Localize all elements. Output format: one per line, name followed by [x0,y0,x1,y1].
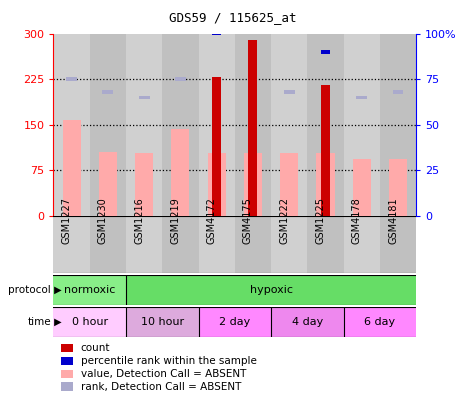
Text: GSM4178: GSM4178 [352,197,362,244]
Bar [126,275,416,305]
Bar [321,50,330,54]
Text: 0 hour: 0 hour [72,317,108,327]
Bar [99,152,117,216]
Bar [316,153,334,216]
Bar [171,129,189,216]
Bar [352,159,371,216]
Bar [271,307,344,337]
Text: normoxic: normoxic [64,285,115,295]
Bar [392,90,404,94]
Text: count: count [81,343,110,353]
Bar [199,34,235,216]
Bar [61,344,73,352]
Text: ▶: ▶ [51,285,62,295]
Bar [102,90,113,94]
Text: 6 day: 6 day [365,317,395,327]
Bar [380,34,416,216]
Text: 2 day: 2 day [219,317,251,327]
Bar [212,32,221,36]
Text: 10 hour: 10 hour [141,317,184,327]
Bar [53,34,90,216]
Bar [271,216,307,273]
Bar [53,307,126,337]
Bar [284,90,295,94]
Bar [66,77,77,81]
Bar [307,34,344,216]
Bar [207,153,226,216]
Bar [356,95,367,99]
Bar [280,153,298,216]
Bar [380,216,416,273]
Bar [139,95,150,99]
Bar [248,13,258,17]
Bar [235,34,271,216]
Bar [244,153,262,216]
Text: GSM1230: GSM1230 [98,197,108,244]
Bar [61,383,73,391]
Text: 4 day: 4 day [292,317,323,327]
Bar [90,216,126,273]
Bar [344,307,416,337]
Bar [162,216,199,273]
Bar [62,120,80,216]
Text: GSM1225: GSM1225 [315,197,326,244]
Bar [126,34,162,216]
Bar [135,153,153,216]
Bar [199,216,235,273]
Text: GSM1227: GSM1227 [61,197,72,244]
Bar [90,34,126,216]
Bar [344,216,380,273]
Bar [126,216,162,273]
Text: percentile rank within the sample: percentile rank within the sample [81,356,257,366]
Bar [389,159,407,216]
Text: value, Detection Call = ABSENT: value, Detection Call = ABSENT [81,369,246,379]
Bar [126,307,199,337]
Bar [53,216,90,273]
Bar [321,85,330,216]
Bar [271,34,307,216]
Bar [307,216,344,273]
Bar [61,357,73,365]
Text: GSM4181: GSM4181 [388,197,398,244]
Text: GSM4172: GSM4172 [206,197,217,244]
Bar [53,275,126,305]
Text: rank, Detection Call = ABSENT: rank, Detection Call = ABSENT [81,382,241,392]
Text: hypoxic: hypoxic [250,285,292,295]
Bar [199,307,271,337]
Text: GSM1222: GSM1222 [279,197,289,244]
Bar [344,34,380,216]
Text: time: time [27,317,51,327]
Text: GDS59 / 115625_at: GDS59 / 115625_at [169,11,296,24]
Bar [235,216,271,273]
Bar [61,369,73,378]
Text: GSM1216: GSM1216 [134,197,144,244]
Bar [162,34,199,216]
Text: protocol: protocol [8,285,51,295]
Text: GSM1219: GSM1219 [170,197,180,244]
Bar [212,77,221,216]
Text: ▶: ▶ [51,317,62,327]
Bar [175,77,186,81]
Text: GSM4175: GSM4175 [243,197,253,244]
Bar [248,40,258,216]
